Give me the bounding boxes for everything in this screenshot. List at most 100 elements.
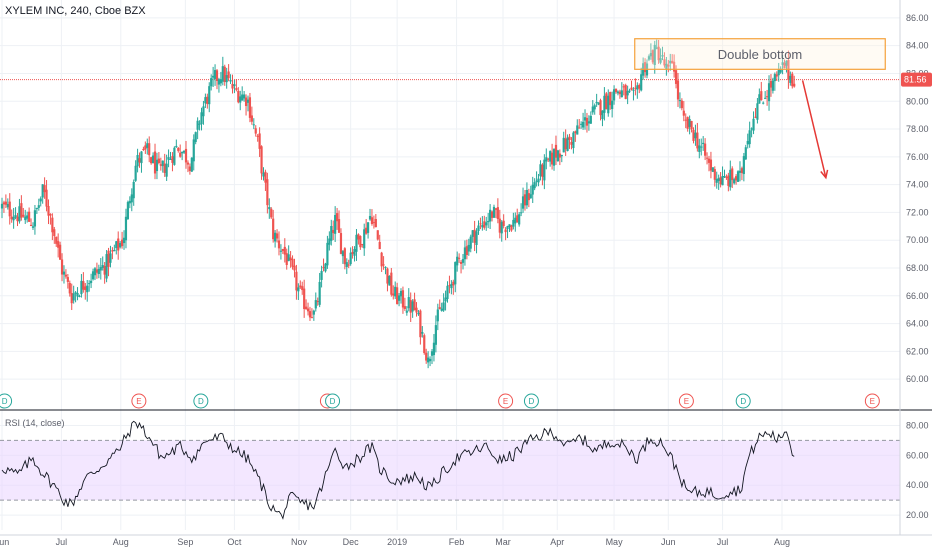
candle-body <box>589 115 592 124</box>
y-tick-label: 70.00 <box>906 235 929 245</box>
candle-body <box>409 299 412 313</box>
y-tick-label: 80.00 <box>906 96 929 106</box>
candle-body <box>279 250 283 252</box>
x-tick-label: Jul <box>717 537 729 547</box>
candle-body <box>155 159 159 172</box>
candle-body <box>628 90 631 92</box>
candle-body <box>231 83 234 89</box>
candle-body <box>518 214 521 225</box>
y-tick-label: 86.00 <box>906 13 929 23</box>
y-tick-label: 72.00 <box>906 207 929 217</box>
dividend-marker[interactable]: D <box>523 393 539 409</box>
candle-body <box>587 121 590 124</box>
candle-body <box>310 317 314 319</box>
candle-body <box>711 167 714 172</box>
candle-body <box>303 288 306 309</box>
candle-body <box>136 154 139 167</box>
candle-body <box>20 203 23 218</box>
candle-body <box>384 266 387 268</box>
y-tick-label: 78.00 <box>906 124 929 134</box>
y-tick-label: 66.00 <box>906 291 929 301</box>
candle-body <box>117 238 120 251</box>
candle-body <box>624 85 627 99</box>
double-bottom-label: Double bottom <box>718 47 803 62</box>
earnings-marker[interactable]: E <box>678 393 694 409</box>
candle-body <box>477 225 480 231</box>
candle-body <box>372 222 375 224</box>
candle-body <box>583 117 587 121</box>
candle-body <box>345 262 348 268</box>
candle-body <box>527 193 530 201</box>
candle-body <box>74 292 77 294</box>
candle-body <box>392 293 395 296</box>
candle-body <box>436 309 439 322</box>
rsi-tick-label: 60.00 <box>906 450 929 460</box>
candle-body <box>70 293 73 304</box>
candle-body <box>647 56 651 60</box>
dividend-marker[interactable]: D <box>735 393 751 409</box>
dividend-marker[interactable]: D <box>0 393 13 409</box>
candle-body <box>335 213 339 222</box>
candle-body <box>262 172 265 177</box>
event-letter: E <box>684 397 689 406</box>
rsi-series <box>1 420 795 520</box>
candle-body <box>603 95 606 113</box>
candle-body <box>752 118 755 131</box>
candle-body <box>702 142 705 144</box>
candle-body <box>376 230 379 240</box>
earnings-marker[interactable]: E <box>864 393 880 409</box>
candle-body <box>632 89 635 91</box>
candle-body <box>289 257 292 261</box>
candle-body <box>295 271 298 291</box>
candle-body <box>138 158 141 163</box>
candle-body <box>198 123 201 125</box>
candle-body <box>481 225 484 228</box>
candle-body <box>301 286 304 291</box>
candle-body <box>750 128 753 130</box>
candle-body <box>704 143 707 156</box>
dividend-marker[interactable]: D <box>193 393 209 409</box>
candle-body <box>355 234 358 252</box>
candle-body <box>91 271 95 280</box>
candle-body <box>657 46 660 61</box>
candle-body <box>223 66 226 82</box>
candle-body <box>562 137 565 153</box>
candle-body <box>767 83 771 102</box>
candle-body <box>119 243 122 248</box>
candle-body <box>740 168 744 173</box>
candle-body <box>717 178 720 181</box>
candle-body <box>275 233 279 239</box>
candle-body <box>554 144 558 158</box>
candle-body <box>206 96 209 105</box>
candle-body <box>246 99 250 103</box>
x-tick-label: Feb <box>449 537 465 547</box>
candle-body <box>469 236 472 249</box>
candle-body <box>204 97 207 104</box>
candle-body <box>285 253 288 265</box>
earnings-marker[interactable]: E <box>131 393 147 409</box>
earnings-marker[interactable]: E <box>498 393 514 409</box>
candle-body <box>150 157 153 164</box>
candle-body <box>719 177 722 185</box>
rsi-label: RSI (14, close) <box>5 418 65 428</box>
candle-body <box>82 281 85 290</box>
candle-body <box>545 157 548 162</box>
candle-body <box>353 249 356 256</box>
dividend-marker[interactable]: D <box>325 393 341 409</box>
candle-body <box>537 178 540 183</box>
candle-body <box>698 145 701 152</box>
candle-body <box>580 123 583 125</box>
candle-body <box>39 198 42 202</box>
candle-body <box>731 168 734 181</box>
candle-body <box>609 91 612 106</box>
candle-body <box>374 219 377 228</box>
candle-body <box>539 164 542 177</box>
candle-body <box>508 224 511 227</box>
event-circle <box>678 393 694 409</box>
candle-body <box>18 206 21 222</box>
candle-body <box>744 147 747 160</box>
candle-body <box>581 121 585 128</box>
event-circle <box>131 393 147 409</box>
candle-body <box>68 282 71 294</box>
